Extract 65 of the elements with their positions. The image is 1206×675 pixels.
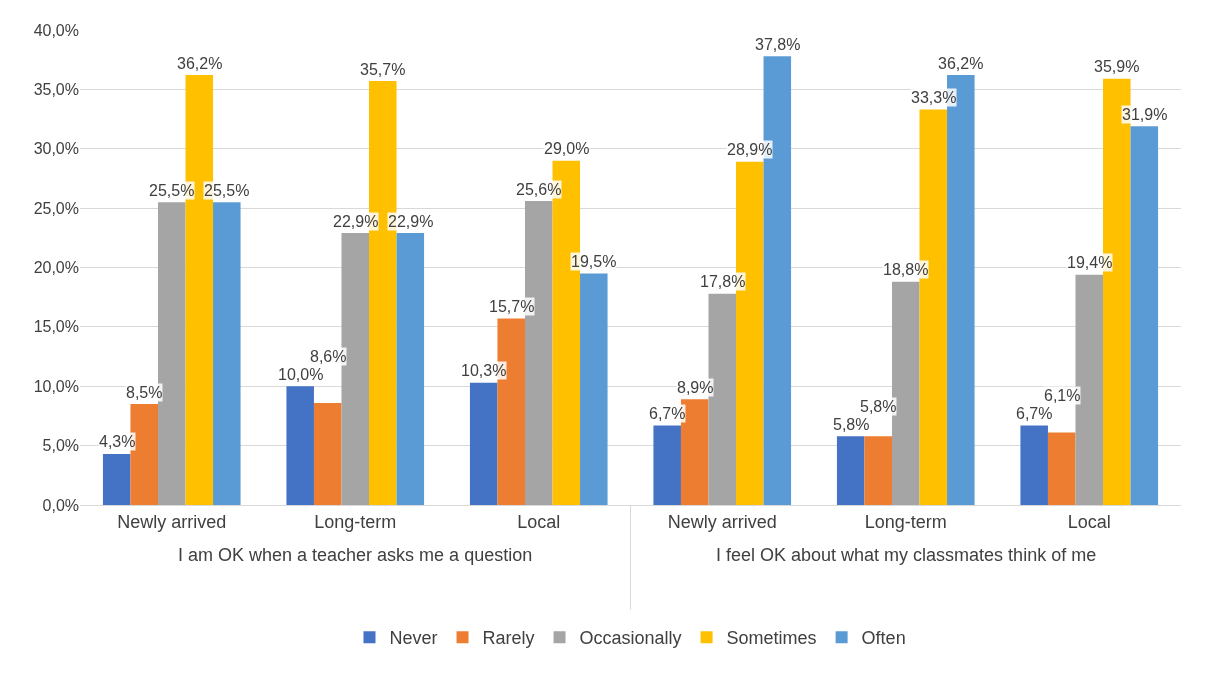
data-label: 10,0% (278, 366, 324, 383)
data-label: 8,5% (126, 384, 163, 401)
data-label: 35,7% (360, 61, 406, 78)
y-tick-label: 5,0% (42, 437, 79, 455)
bar (396, 233, 425, 505)
data-label: 17,8% (700, 273, 746, 290)
bar (580, 273, 608, 505)
y-tick-label: 0,0% (42, 496, 79, 514)
data-label: 31,9% (1122, 106, 1168, 123)
data-label: 35,9% (1094, 58, 1140, 75)
x-tick-label: Long-term (864, 511, 947, 532)
legend-label: Never (389, 628, 438, 649)
data-label: 6,7% (649, 405, 686, 422)
data-label: 29,0% (544, 140, 590, 157)
data-label: 19,5% (571, 253, 617, 270)
bar (836, 436, 865, 505)
data-label: 15,7% (489, 298, 535, 315)
data-label: 5,8% (833, 416, 870, 433)
x-tick-label: Local (517, 511, 561, 532)
legend-label: Rarely (482, 628, 535, 649)
bar (469, 382, 498, 505)
text: I feel OK about what my classmates think of me (716, 545, 1097, 565)
x-tick-label: Local (1067, 511, 1111, 532)
data-label: 36,2% (177, 55, 223, 72)
data-label: 22,9% (333, 213, 379, 230)
bar (653, 425, 681, 505)
y-tick-label: 35,0% (33, 80, 79, 98)
data-label: 10,3% (461, 362, 507, 379)
bar (286, 386, 314, 505)
data-label: 6,1% (1044, 387, 1081, 404)
bar (313, 402, 342, 505)
legend-label: Often (861, 628, 906, 649)
data-label: 22,9% (388, 213, 434, 230)
x-tick-label: Newly arrived (117, 511, 227, 532)
x-tick-label: Long-term (314, 511, 397, 532)
data-label: 18,8% (883, 261, 929, 278)
bar (1130, 126, 1159, 505)
data-label: 33,3% (911, 89, 957, 106)
bar (213, 202, 241, 505)
data-label: 8,9% (677, 379, 714, 396)
legend-label: Occasionally (579, 628, 682, 649)
bar (102, 453, 131, 505)
y-tick-label: 40,0% (33, 21, 79, 39)
bar (1020, 425, 1048, 505)
data-label: 25,5% (149, 182, 195, 199)
data-label: 8,6% (310, 348, 347, 365)
y-tick-label: 25,0% (33, 199, 79, 217)
text: I am OK when a teacher asks me a question (178, 545, 533, 565)
bar (1047, 432, 1076, 505)
data-label: 5,8% (860, 398, 897, 415)
data-label: 37,8% (755, 36, 801, 53)
legend-label: Sometimes (726, 628, 817, 649)
y-tick-label: 30,0% (33, 140, 79, 158)
data-label: 6,7% (1016, 405, 1053, 422)
data-label: 25,6% (516, 181, 562, 198)
data-label: 36,2% (938, 55, 984, 72)
data-label: 4,3% (99, 433, 136, 450)
data-label: 19,4% (1067, 254, 1113, 271)
y-tick-label: 20,0% (33, 259, 79, 277)
y-tick-label: 10,0% (33, 377, 79, 395)
y-tick-label: 15,0% (33, 318, 79, 336)
x-tick-label: Newly arrived (667, 511, 777, 532)
data-label: 25,5% (204, 182, 250, 199)
bar (864, 436, 892, 505)
data-label: 28,9% (727, 141, 773, 158)
